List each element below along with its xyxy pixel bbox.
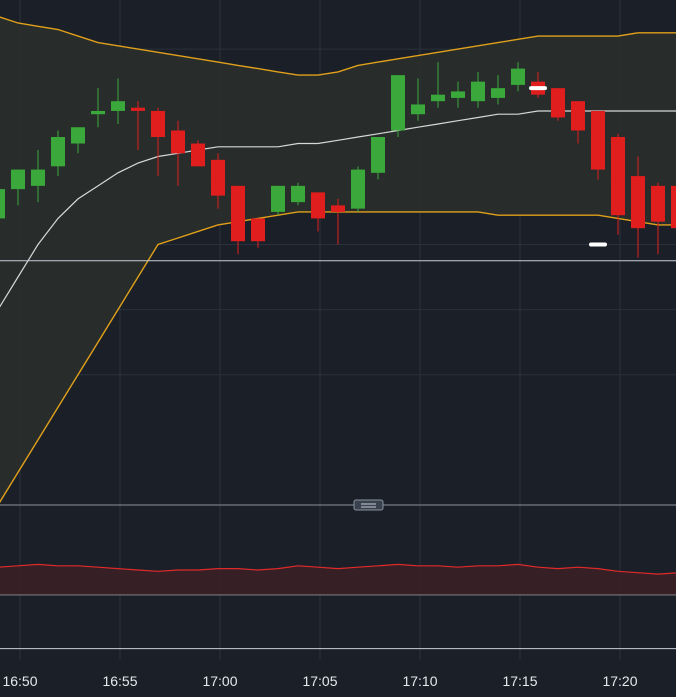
candle-body [411, 104, 425, 115]
candle-body [151, 110, 165, 138]
candle-body [471, 81, 485, 102]
candle [251, 218, 265, 248]
candle-body [71, 127, 85, 144]
candle-body [51, 137, 65, 167]
candle-body [91, 110, 105, 115]
candle-body [651, 185, 665, 222]
candle-body [31, 169, 45, 186]
candle [571, 101, 585, 144]
candle-body [331, 205, 345, 212]
candle-body [11, 169, 25, 190]
candle-body [611, 137, 625, 216]
candle-body [451, 91, 465, 98]
candle [71, 127, 85, 154]
candle-body [231, 185, 245, 242]
candle-body [171, 130, 185, 154]
candle [611, 133, 625, 235]
candle [371, 137, 385, 180]
candle-body [351, 169, 365, 209]
candle [211, 153, 225, 209]
candle [31, 150, 45, 203]
bollinger-lower-line [0, 211, 676, 504]
candle [651, 182, 665, 255]
candle [551, 88, 565, 121]
candle [231, 185, 245, 255]
candle [151, 107, 165, 177]
candle-body [491, 88, 505, 98]
candle [491, 75, 505, 105]
candle-body [211, 159, 225, 196]
candle [331, 198, 345, 245]
candle [471, 71, 485, 108]
candle [51, 130, 65, 177]
sub-line [0, 563, 676, 575]
candle-body [591, 110, 605, 170]
candle [351, 166, 365, 212]
bollinger-bands [0, 16, 676, 504]
candle-body [391, 75, 405, 131]
candle [311, 192, 325, 232]
candle-body [311, 192, 325, 219]
candle-body [431, 94, 445, 102]
candle-body [0, 189, 5, 219]
candle [191, 140, 205, 167]
candle-body [291, 185, 305, 203]
candle [271, 185, 285, 216]
candle [391, 75, 405, 138]
candle [631, 156, 645, 258]
candle [591, 110, 605, 180]
marker [529, 86, 547, 91]
bollinger-fill [0, 17, 676, 502]
candle-body [631, 176, 645, 229]
candle [451, 81, 465, 108]
candle-body [111, 101, 125, 111]
candle [131, 101, 145, 151]
x-axis: 16:50 16:55 17:00 17:05 17:10 17:15 17:20 [2, 673, 637, 689]
candle-body [551, 88, 565, 118]
candle [431, 62, 445, 108]
x-tick-label: 16:50 [2, 673, 37, 689]
candle-body [571, 101, 585, 131]
candle [671, 185, 676, 229]
candle-body [271, 185, 285, 212]
candle [111, 78, 125, 124]
candle-body [131, 107, 145, 111]
candle [0, 189, 5, 219]
candle-body [671, 185, 676, 229]
markers [529, 86, 607, 247]
x-tick-label: 17:15 [502, 673, 537, 689]
bollinger-upper-line [0, 16, 676, 76]
x-tick-label: 17:05 [302, 673, 337, 689]
x-tick-label: 17:20 [602, 673, 637, 689]
candle-body [191, 143, 205, 167]
marker [589, 242, 607, 247]
x-tick-label: 17:10 [402, 673, 437, 689]
candle-body [371, 137, 385, 173]
candle [91, 88, 105, 128]
candle [411, 78, 425, 121]
drag-handle-icon[interactable] [353, 499, 384, 511]
candle [291, 182, 305, 206]
candle [511, 62, 525, 92]
sub-indicator [0, 563, 676, 650]
candles [0, 62, 676, 258]
candle [11, 169, 25, 206]
sub-fill [0, 564, 676, 595]
x-tick-label: 16:55 [102, 673, 137, 689]
candle [171, 120, 185, 186]
candle-body [251, 218, 265, 242]
x-tick-label: 17:00 [202, 673, 237, 689]
candle-body [511, 68, 525, 85]
